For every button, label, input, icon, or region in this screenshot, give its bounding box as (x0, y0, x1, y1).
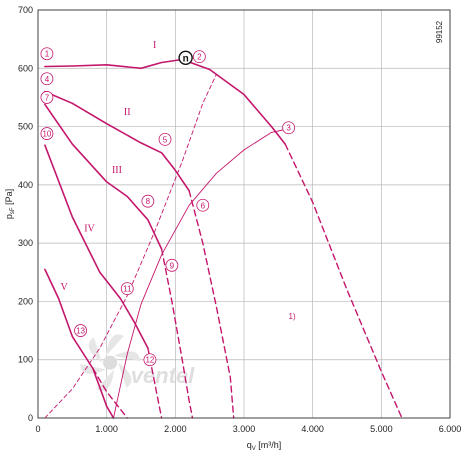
operating-point-12: 12 (143, 353, 157, 367)
curve-ii-ext (188, 190, 235, 419)
curve-i (44, 58, 286, 145)
y-axis-label: psF [Pa] (4, 189, 16, 219)
operating-point-circle (165, 258, 179, 272)
operating-point-label: 11 (123, 285, 132, 294)
curve-iii-ext (160, 248, 194, 419)
operating-point-circle (143, 353, 157, 367)
curve-i-ext (284, 143, 403, 419)
y-tick-label: 600 (18, 63, 33, 73)
plot-frame (37, 9, 451, 419)
watermark-blade (88, 337, 103, 363)
curve-v-ext (92, 367, 128, 419)
curve-label-iv: IV (84, 223, 95, 234)
operating-point-circle (40, 72, 54, 86)
x-tick-label: 6.000 (439, 424, 462, 434)
operating-point-circle (120, 282, 134, 296)
operating-point-label: 2 (197, 53, 202, 62)
operating-point-label: 5 (163, 135, 168, 144)
operating-point-label: 8 (146, 197, 151, 206)
y-tick-label: 700 (18, 5, 33, 15)
y-tick-label: 100 (18, 355, 33, 365)
x-tick-label: 2.000 (164, 424, 187, 434)
watermark-blade (106, 334, 124, 356)
watermark-hub (103, 355, 118, 370)
operating-point-circle (40, 47, 54, 61)
curve-ii (44, 90, 190, 192)
operating-point-5: 5 (158, 132, 172, 146)
speed-marker: n (178, 50, 193, 65)
speed-marker-label: n (183, 53, 189, 64)
grid (37, 9, 451, 419)
operating-point-label: 9 (170, 261, 175, 270)
operating-point-11: 11 (120, 282, 134, 296)
watermark-blade (118, 362, 132, 388)
operating-point-7: 7 (40, 91, 54, 104)
speed-marker-circle (178, 50, 193, 65)
watermark-blade (96, 369, 115, 391)
curve-iii (44, 103, 163, 250)
operating-point-circle (141, 194, 155, 208)
curves (44, 58, 403, 419)
x-tick-label: 1.000 (95, 424, 118, 434)
x-tick-label: 0 (35, 424, 40, 434)
x-axis-label: qV [m³/h] (247, 440, 282, 452)
x-tick-label: 4.000 (301, 424, 324, 434)
operating-point-13: 13 (74, 324, 87, 337)
y-tick-label: 500 (18, 122, 33, 132)
operating-point-label: 10 (42, 130, 51, 139)
curve-system-1 (113, 129, 286, 419)
curve-iv (44, 144, 149, 349)
operating-point-label: 6 (201, 201, 206, 210)
operating-point-circle (158, 132, 172, 146)
operating-point-3: 3 (282, 121, 296, 135)
figure-id: 99152 (435, 20, 444, 43)
operating-point-circle (282, 121, 296, 135)
curve-label-i: I (153, 40, 156, 51)
y-tick-label: 300 (18, 238, 33, 248)
x-tick-label: 3.000 (233, 424, 256, 434)
operating-point-circle (196, 198, 210, 212)
curve-label-v: V (60, 282, 68, 293)
operating-point-label: 13 (76, 327, 85, 336)
operating-point-circle (40, 91, 54, 104)
x-tick-label: 5.000 (370, 424, 393, 434)
operating-point-2: 2 (192, 50, 206, 64)
curve-label-ii: II (124, 107, 131, 118)
operating-point-circle (192, 50, 206, 64)
operating-point-label: 3 (286, 124, 291, 133)
curve-v (44, 268, 115, 419)
curve-system-2 (44, 73, 217, 419)
operating-point-label: 7 (45, 93, 50, 102)
operating-point-1: 1 (40, 47, 54, 61)
operating-point-circle (74, 324, 87, 337)
footnote-annotation: 1) (289, 312, 296, 321)
y-tick-label: 0 (28, 413, 33, 423)
axes: 0 1.000 2.000 3.000 4.000 5.000 6.000 0 100 200 30… (4, 5, 461, 452)
operating-point-8: 8 (141, 194, 155, 208)
operating-point-label: 4 (45, 75, 50, 84)
operating-point-label: 12 (145, 356, 154, 365)
curve-label-iii: III (112, 165, 122, 176)
watermark-text: ventel (131, 363, 195, 388)
operating-point-10: 10 (40, 127, 54, 140)
operating-point-label: 1 (45, 50, 50, 59)
operating-point-4: 4 (40, 72, 54, 86)
operating-point-9: 9 (165, 258, 179, 272)
operating-point-6: 6 (196, 198, 210, 212)
y-tick-label: 200 (18, 296, 33, 306)
operating-point-circle (40, 127, 54, 140)
y-tick-label: 400 (18, 180, 33, 190)
